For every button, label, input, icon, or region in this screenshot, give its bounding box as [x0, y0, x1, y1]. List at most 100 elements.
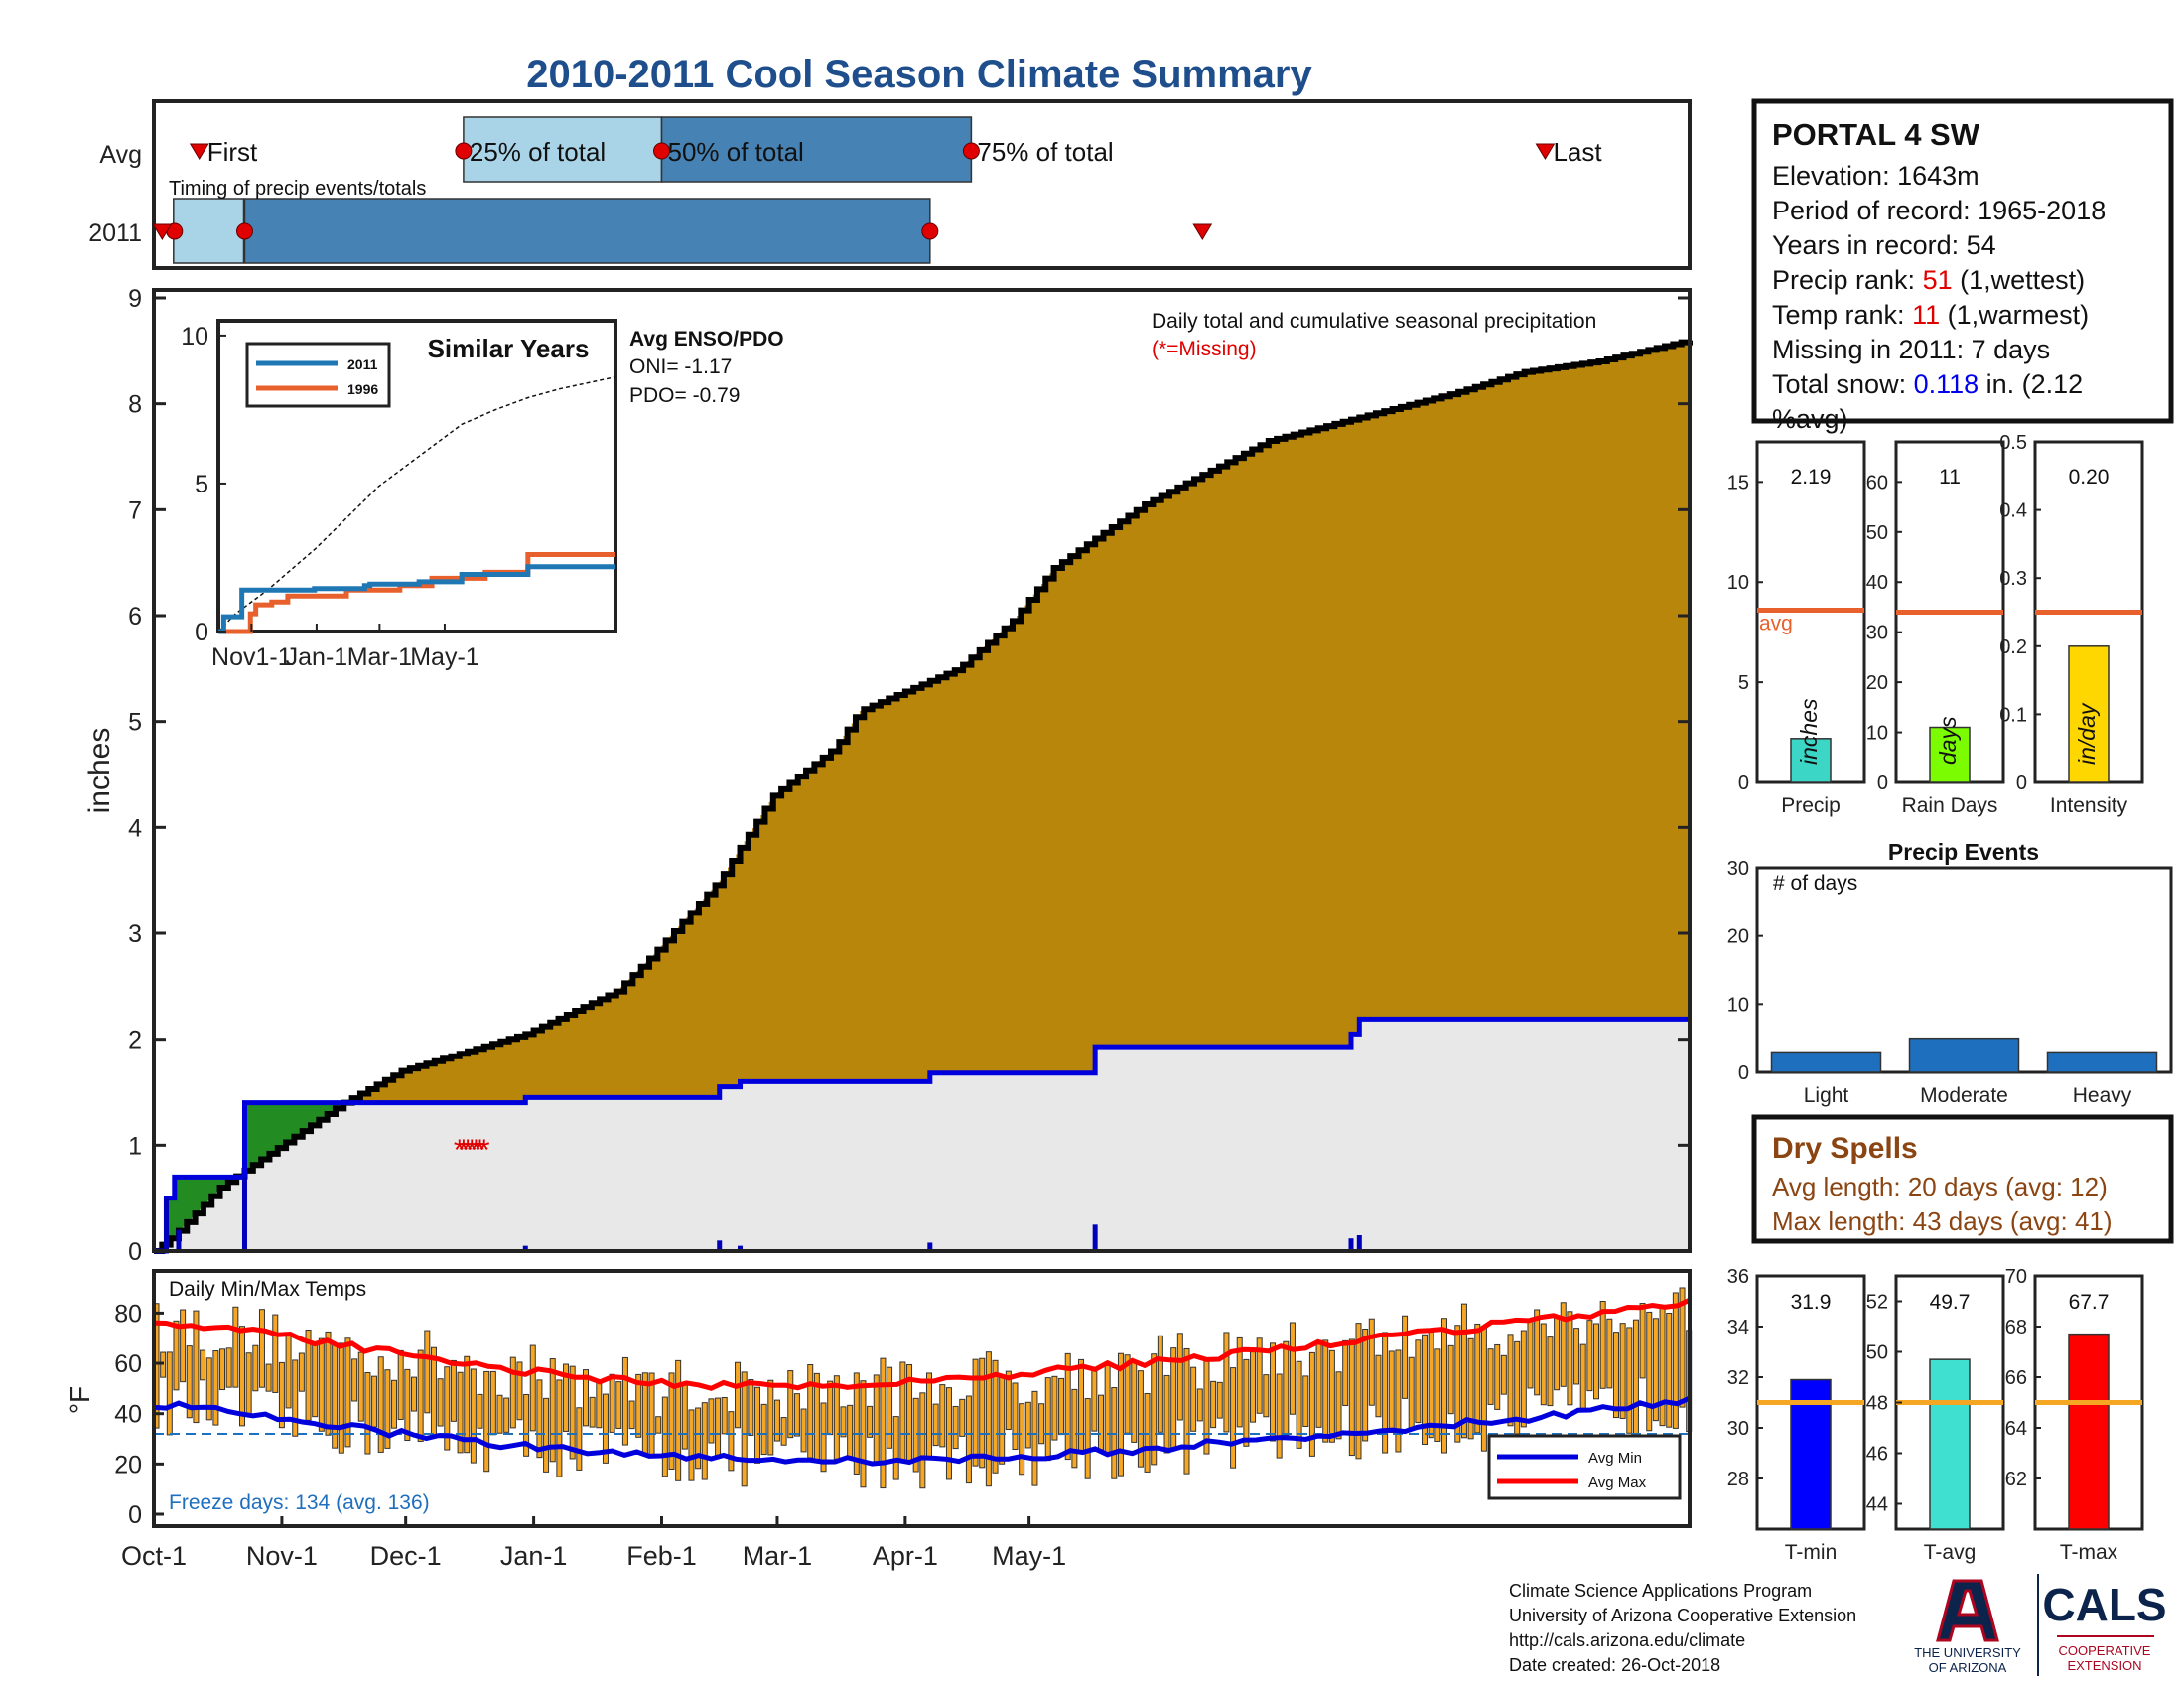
daily-temp-bar: [563, 1363, 570, 1432]
summary-unit-label: in/day: [2074, 702, 2100, 765]
daily-temp-bar: [1554, 1315, 1561, 1391]
precip-y-tick-label: 1: [128, 1132, 142, 1160]
temp-series: [153, 1287, 1693, 1489]
daily-temp-bar: [1612, 1332, 1619, 1419]
snow-pct-avg: %avg): [1772, 404, 1848, 434]
month-tick-label: Oct-1: [121, 1541, 187, 1571]
2011-cumulative-line: [154, 1016, 1690, 1254]
daily-temp-bar: [1447, 1344, 1454, 1415]
temp-y-tick-label: 20: [114, 1451, 142, 1478]
daily-temp-bar: [1044, 1377, 1051, 1462]
missing-day-marker: *: [471, 1134, 482, 1167]
timing-panel: Avg 2011 Timing of precip events/totals …: [88, 99, 1692, 270]
daily-temp-bar: [1183, 1347, 1190, 1475]
month-tick-label: Mar-1: [743, 1541, 813, 1571]
daily-temp-bar: [1144, 1392, 1151, 1473]
daily-temp-bar: [800, 1408, 807, 1453]
legend-avg-min-label: Avg Min: [1588, 1450, 1642, 1467]
temp-y-tick-label: 40: [114, 1401, 142, 1429]
precip-y-tick-label: 2: [128, 1027, 142, 1055]
daily-temp-bar: [952, 1405, 959, 1450]
daily-temp-bar: [391, 1379, 398, 1429]
summary-y-tick-label: 15: [1727, 472, 1749, 493]
inset-x-tick-label: Mar-1: [347, 643, 412, 671]
year-last-marker: [1192, 223, 1213, 240]
p25-label: 25% of total: [470, 137, 606, 167]
events-y-tick-label: 30: [1727, 858, 1749, 880]
enso-title: Avg ENSO/PDO: [629, 328, 784, 351]
events-bar: [1908, 1037, 2020, 1073]
avg-max-line: [153, 1297, 1692, 1391]
daily-temp-bar: [999, 1375, 1006, 1465]
daily-temp-bar: [773, 1399, 780, 1442]
daily-temp-bar: [1460, 1303, 1467, 1439]
month-axis: Oct-1 Nov-1 Dec-1 Jan-1 Feb-1 Mar-1 Apr-1 May-1: [121, 1516, 1066, 1571]
events-bar: [1770, 1051, 1882, 1073]
daily-temp-bar: [516, 1361, 523, 1421]
daily-temp-bar: [582, 1369, 589, 1427]
month-tick-label: Apr-1: [873, 1541, 938, 1571]
daily-temp-bar: [1619, 1323, 1626, 1419]
percentile-marker: [653, 142, 671, 160]
daily-temp-bar: [1210, 1380, 1217, 1429]
daily-temp-bar: [180, 1309, 187, 1383]
avg-min-line: [153, 1395, 1692, 1467]
daily-temp-bar: [219, 1348, 226, 1391]
university-logo: THE UNIVERSITY OF ARIZONA: [1914, 1579, 2021, 1675]
daily-temp-bar: [1573, 1328, 1580, 1385]
month-tick-label: Nov-1: [246, 1541, 318, 1571]
dry-spells-avg: Avg length: 20 days (avg: 12): [1772, 1172, 2108, 1201]
summary-value-text: 0.20: [2069, 466, 2110, 489]
summary-y-tick-label: 60: [1866, 472, 1888, 493]
summary-avg-label: avg: [1759, 612, 1793, 634]
daily-temp-bar: [338, 1342, 344, 1454]
summary-unit-label: inches: [1796, 698, 1822, 765]
summary-y-tick-label: 0: [2016, 773, 2027, 794]
daily-temp-bar: [735, 1361, 742, 1429]
daily-temp-bar: [489, 1370, 496, 1436]
daily-temp-bar: [668, 1372, 675, 1471]
daily-temp-bar: [252, 1344, 259, 1392]
events-category-label: Heavy: [2073, 1084, 2132, 1107]
daily-temp-bar: [1534, 1309, 1541, 1396]
daily-temp-bar: [1632, 1319, 1639, 1436]
events-y-tick-label: 0: [1738, 1062, 1749, 1084]
summary-category-label: Rain Days: [1902, 794, 1998, 817]
temp-y-tick-label: 50: [1866, 1342, 1888, 1364]
total-snow: Total snow: 0.118 in. (2.12: [1772, 369, 2083, 399]
oni-text: ONI= -1.17: [629, 355, 732, 378]
temp-category-label: T-avg: [1924, 1541, 1977, 1564]
daily-temp-bar: [873, 1374, 880, 1463]
precip-y-tick-label: 8: [128, 391, 142, 419]
temp-y-tick-label: 66: [2005, 1367, 2027, 1389]
temp-y-tick-label: 30: [1727, 1418, 1749, 1440]
missing-day-marker: *: [458, 1134, 470, 1167]
daily-temp-bar: [847, 1404, 854, 1458]
daily-temp-bar: [543, 1397, 550, 1473]
daily-temp-bar: [1652, 1318, 1659, 1422]
daily-temp-bar: [1434, 1348, 1441, 1442]
daily-temp-bar: [225, 1347, 232, 1388]
daily-temp-bar: [708, 1398, 715, 1444]
year-first-marker: [152, 223, 173, 240]
daily-precip-bar: [241, 1177, 247, 1251]
daily-temp-bar: [787, 1370, 794, 1439]
daily-temp-bar: [780, 1417, 787, 1446]
daily-temp-bar: [615, 1381, 622, 1429]
last-label: Last: [1553, 137, 1602, 167]
ua-line-2: OF ARIZONA: [1929, 1660, 2007, 1675]
timing-row-avg: Avg: [99, 141, 142, 169]
missing-day-marker: *: [454, 1134, 466, 1167]
p75-label: 75% of total: [977, 137, 1113, 167]
daily-temp-bar: [985, 1351, 992, 1487]
precip-summary-bars: 2.19 inches avg 0 5 10 15 Precip 11 days 0 10 20 30 40…: [1727, 432, 2144, 817]
legend-1996-label: 1996: [347, 381, 378, 397]
daily-temp-bar: [1051, 1375, 1058, 1441]
daily-temp-bar: [793, 1393, 800, 1437]
events-y-tick-label: 20: [1727, 926, 1749, 948]
daily-temp-bar: [496, 1394, 503, 1434]
temp-y-label: °F: [65, 1386, 95, 1414]
summary-y-tick-label: 30: [1866, 623, 1888, 644]
summary-y-tick-label: 0.4: [1999, 500, 2027, 522]
daily-temp-bar: [1236, 1336, 1243, 1428]
